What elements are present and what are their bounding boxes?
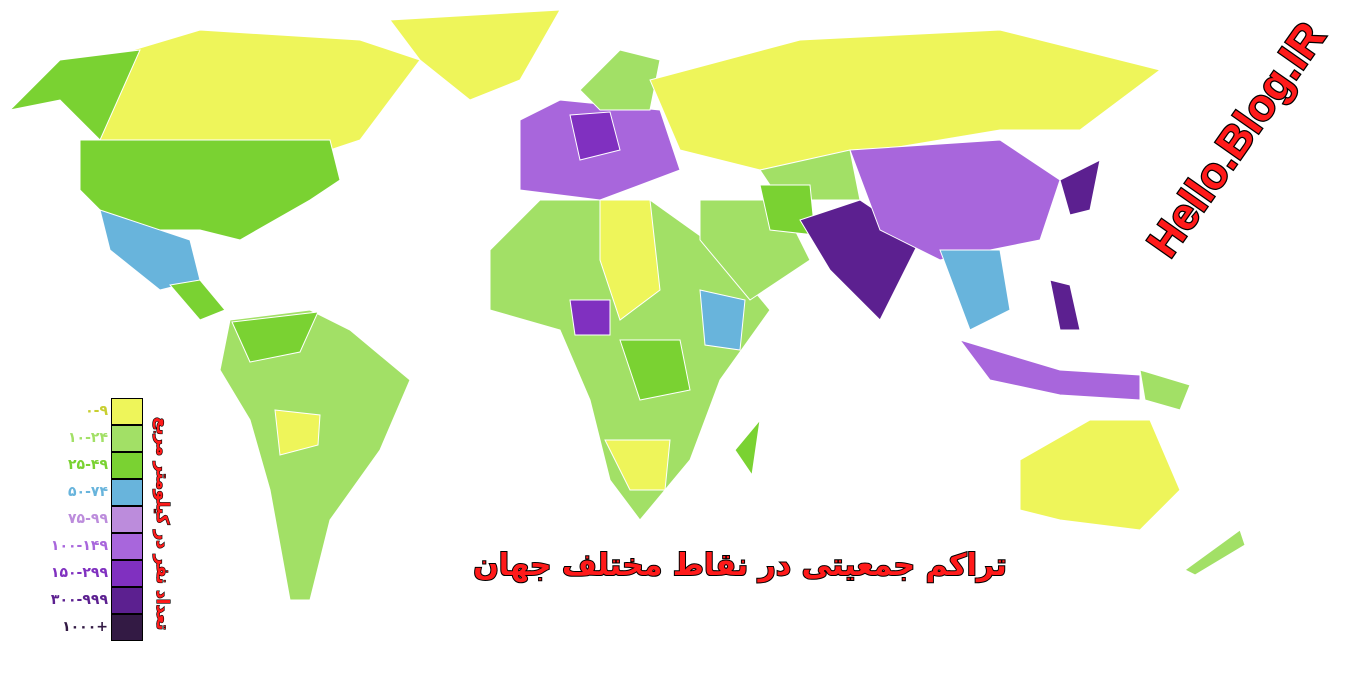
region-usa: [79, 139, 341, 241]
legend-label: ۱۵۰-۲۹۹: [50, 565, 108, 581]
legend-label: ۱۰-۲۴: [68, 430, 108, 446]
region-central-america: [169, 279, 226, 321]
region-east-africa: [699, 289, 746, 351]
region-western-europe: [569, 111, 621, 161]
region-southern-africa: [604, 439, 671, 491]
legend-swatch: [111, 425, 143, 452]
region-southeast-asia: [939, 249, 1011, 331]
region-central-africa: [619, 339, 691, 401]
region-nigeria: [569, 299, 611, 336]
region-indonesia: [958, 339, 1141, 401]
legend-label: ۷۵-۹۹: [68, 511, 108, 527]
region-papua: [1139, 369, 1191, 411]
legend-label: ۲۵-۴۹: [68, 457, 108, 473]
region-japan: [1059, 159, 1101, 216]
region-scandinavia: [579, 49, 661, 111]
legend-label: ۱۰۰۰+: [62, 619, 108, 635]
legend-label: ۵۰-۷۴: [68, 484, 108, 500]
legend-label: ۳۰۰-۹۹۹: [50, 592, 108, 608]
legend-swatch: [111, 560, 143, 587]
legend-title: تعداد نفر در کیلومتر مربع: [151, 417, 172, 631]
legend-swatch: [111, 614, 143, 641]
region-philippines: [1049, 279, 1081, 331]
region-colombia-venezuela: [231, 311, 319, 363]
legend-label: ۱۰۰-۱۴۹: [50, 538, 108, 554]
region-alaska: [8, 49, 141, 141]
region-new-zealand: [1184, 529, 1246, 576]
region-south-america: [219, 309, 411, 601]
region-madagascar: [734, 418, 761, 477]
region-sahara: [599, 199, 661, 321]
region-china: [849, 139, 1061, 261]
region-russia: [649, 29, 1162, 171]
region-bolivia: [274, 409, 321, 456]
region-greenland: [389, 9, 561, 101]
legend-swatch: [111, 533, 143, 560]
legend-swatch: [111, 398, 143, 425]
legend-swatch: [111, 479, 143, 506]
region-australia: [1019, 419, 1181, 531]
legend-label: ۰-۹: [85, 403, 108, 419]
map-title: تراکم جمعیتی در نقاط مختلف جهان: [472, 547, 1008, 584]
legend-swatch: [111, 587, 143, 614]
legend-swatch: [111, 506, 143, 533]
legend-swatch: [111, 452, 143, 479]
